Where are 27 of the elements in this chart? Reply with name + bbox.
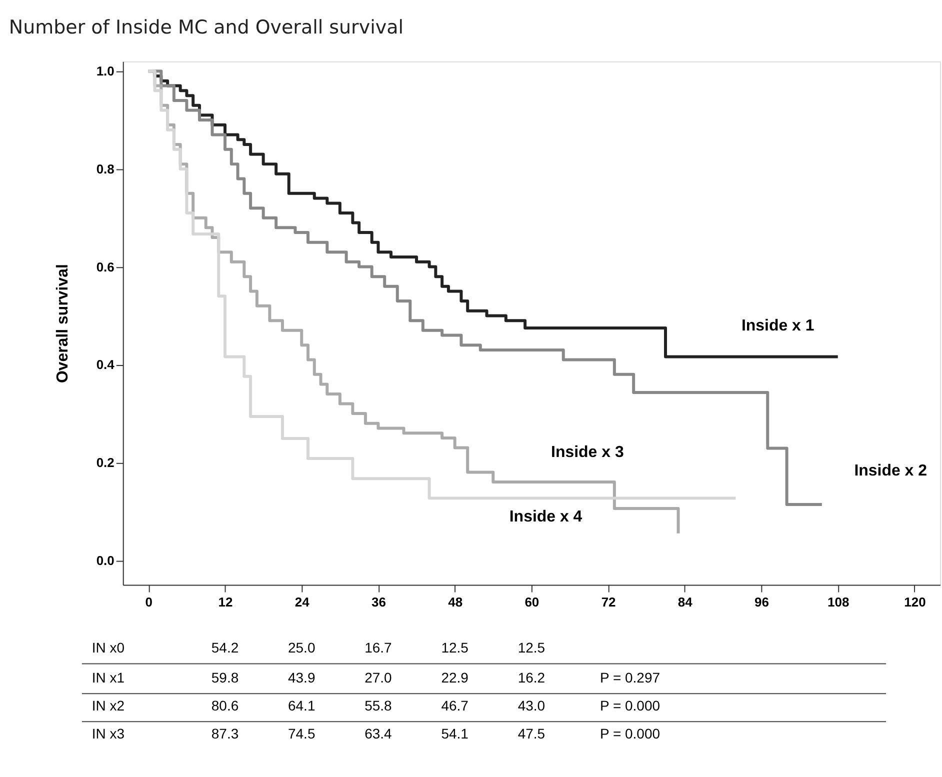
text: IN x3 87.3 74.5 63.4 54.1 47.5 P = 0.000	[92, 726, 660, 742]
text: IN x1 59.8 43.9 27.0 22.9 16.2 P = 0.297	[92, 670, 660, 686]
y-tick-label: 0.4	[96, 357, 116, 372]
x-tick-label: 108	[828, 594, 850, 610]
x-tick-label: 24	[294, 594, 310, 610]
y-tick-label: 1.0	[96, 64, 114, 79]
series-label: Inside x 3	[551, 444, 624, 461]
y-tick-label: 0.0	[96, 552, 114, 568]
x-tick-label: 60	[524, 594, 540, 610]
x-tick-label: 96	[754, 594, 769, 610]
text: IN x2 80.6 64.1 55.8 46.7 43.0 P = 0.000	[92, 698, 660, 714]
x-tick-label: 120	[904, 594, 926, 610]
y-tick-label: 0.2	[96, 454, 114, 470]
series-label: Inside x 4	[509, 508, 582, 526]
x-tick-label: 48	[448, 594, 463, 610]
x-tick-label: 0	[145, 594, 153, 610]
y-tick-label: 0.8	[96, 161, 114, 176]
series-label: Inside x 1	[741, 318, 814, 335]
y-tick-label: 0.6	[96, 259, 114, 274]
x-tick-label: 12	[218, 594, 233, 610]
text: Inside x 2	[854, 462, 928, 480]
text: IN x0 54.2 25.0 16.7 12.5 12.5	[92, 640, 546, 656]
x-tick-label: 84	[678, 594, 694, 610]
y-axis-title: Overall survival	[54, 264, 72, 384]
chart-title: Number of Inside MC and Overall survival	[8, 16, 404, 38]
x-tick-label: 36	[372, 594, 386, 610]
x-tick-label: 72	[601, 594, 616, 610]
